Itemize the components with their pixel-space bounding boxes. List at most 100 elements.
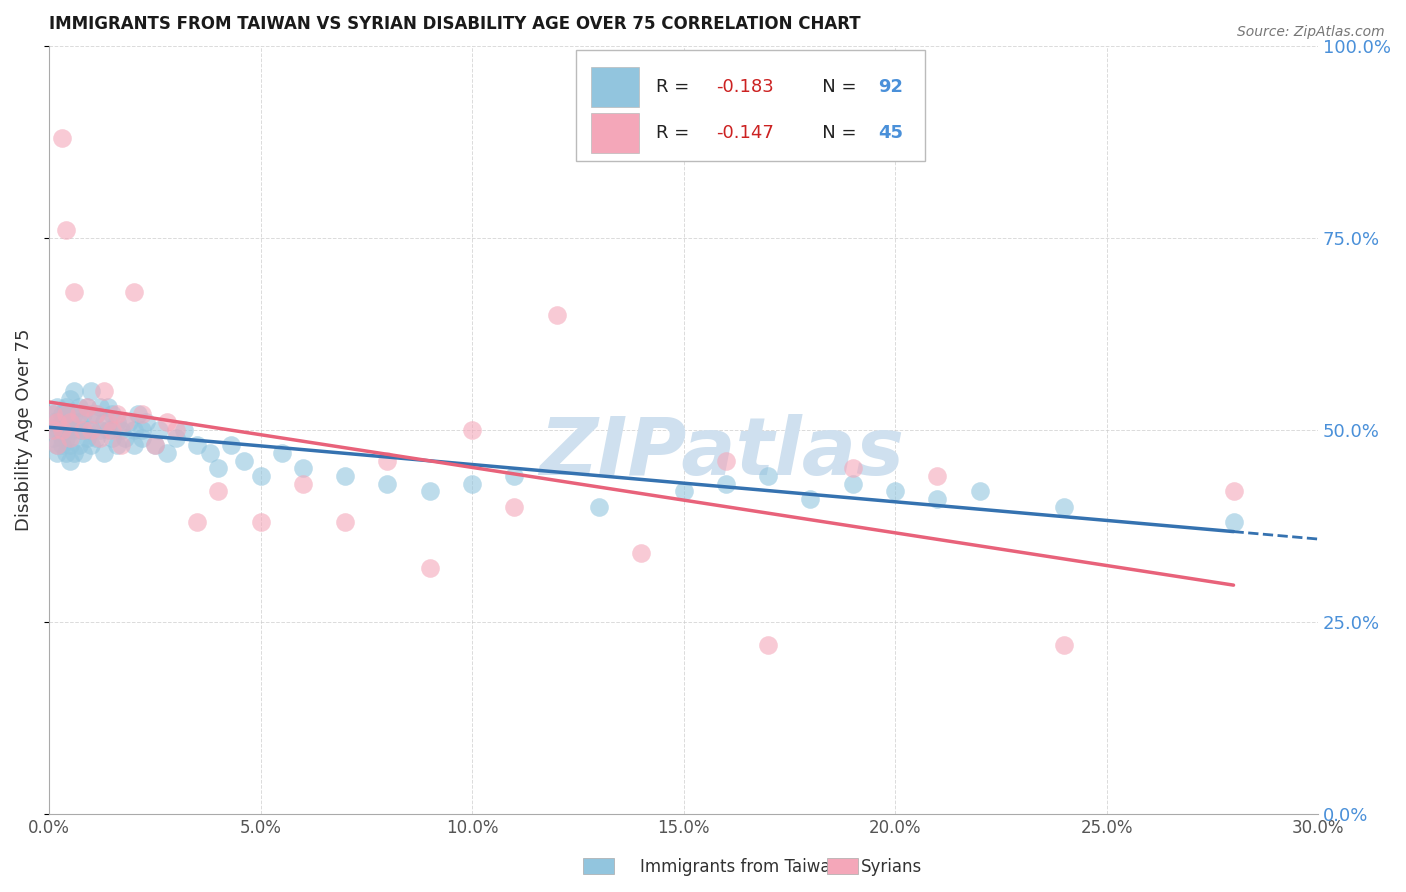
Point	[333, 469, 356, 483]
Point	[249, 515, 271, 529]
Point	[63, 423, 86, 437]
Point	[842, 476, 865, 491]
Point	[76, 400, 98, 414]
Point	[1222, 484, 1244, 499]
Text: -0.147: -0.147	[717, 124, 775, 142]
Point	[46, 400, 69, 414]
Point	[105, 438, 128, 452]
Point	[93, 446, 115, 460]
Point	[76, 430, 98, 444]
Point	[173, 423, 195, 437]
Point	[143, 438, 166, 452]
Point	[927, 491, 949, 506]
Point	[714, 476, 737, 491]
Point	[131, 430, 153, 444]
Point	[588, 500, 610, 514]
Point	[93, 415, 115, 429]
Point	[55, 408, 77, 422]
Point	[135, 415, 157, 429]
Point	[42, 408, 65, 422]
Point	[72, 423, 94, 437]
Point	[84, 408, 107, 422]
Point	[67, 400, 90, 414]
Point	[46, 438, 69, 452]
Text: ZIPatlas: ZIPatlas	[538, 414, 904, 491]
Text: 45: 45	[877, 124, 903, 142]
Point	[249, 469, 271, 483]
Point	[756, 469, 779, 483]
Point	[76, 400, 98, 414]
Text: R =: R =	[655, 78, 695, 96]
Point	[291, 461, 314, 475]
Point	[799, 491, 821, 506]
Point	[80, 438, 103, 452]
Point	[67, 438, 90, 452]
Point	[55, 400, 77, 414]
Point	[101, 423, 124, 437]
Point	[156, 415, 179, 429]
Point	[46, 415, 69, 429]
Point	[72, 423, 94, 437]
Point	[80, 423, 103, 437]
Point	[63, 285, 86, 299]
Point	[93, 384, 115, 399]
Point	[46, 446, 69, 460]
Point	[72, 446, 94, 460]
Point	[270, 446, 292, 460]
Point	[51, 408, 73, 422]
Text: -0.183: -0.183	[717, 78, 775, 96]
Point	[42, 408, 65, 422]
Point	[118, 415, 141, 429]
Point	[122, 438, 145, 452]
Point	[59, 430, 82, 444]
Point	[59, 423, 82, 437]
Point	[59, 415, 82, 429]
Point	[503, 500, 526, 514]
Point	[419, 484, 441, 499]
Point	[207, 484, 229, 499]
Point	[59, 415, 82, 429]
Point	[97, 415, 120, 429]
Point	[42, 423, 65, 437]
Point	[51, 131, 73, 145]
Point	[546, 308, 568, 322]
Point	[63, 384, 86, 399]
Point	[67, 415, 90, 429]
Point	[55, 430, 77, 444]
Text: Immigrants from Taiwan: Immigrants from Taiwan	[640, 858, 841, 876]
Text: N =: N =	[806, 78, 863, 96]
Point	[165, 430, 187, 444]
Text: N =: N =	[806, 124, 863, 142]
Point	[143, 438, 166, 452]
Point	[84, 430, 107, 444]
Point	[503, 469, 526, 483]
Point	[89, 430, 111, 444]
Point	[630, 546, 652, 560]
Point	[842, 461, 865, 475]
Point	[55, 223, 77, 237]
Point	[42, 430, 65, 444]
FancyBboxPatch shape	[575, 50, 925, 161]
Point	[461, 423, 484, 437]
Bar	[591, 113, 640, 153]
Bar	[591, 67, 640, 107]
Point	[84, 408, 107, 422]
Point	[1053, 500, 1076, 514]
Point	[51, 438, 73, 452]
Point	[461, 476, 484, 491]
Point	[232, 453, 254, 467]
Point	[377, 476, 399, 491]
Point	[714, 453, 737, 467]
Point	[89, 400, 111, 414]
Point	[59, 453, 82, 467]
Point	[51, 415, 73, 429]
Point	[97, 423, 120, 437]
Point	[291, 476, 314, 491]
Point	[114, 430, 136, 444]
Point	[97, 400, 120, 414]
Point	[80, 423, 103, 437]
Point	[207, 461, 229, 475]
Point	[186, 515, 208, 529]
Point	[1222, 515, 1244, 529]
Text: 92: 92	[877, 78, 903, 96]
